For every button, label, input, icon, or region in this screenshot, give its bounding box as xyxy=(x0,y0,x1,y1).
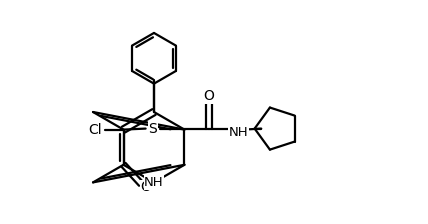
Text: Cl: Cl xyxy=(88,123,102,137)
Text: O: O xyxy=(141,180,152,194)
Text: NH: NH xyxy=(228,126,248,139)
Text: S: S xyxy=(148,122,157,136)
Text: O: O xyxy=(204,89,214,103)
Text: NH: NH xyxy=(144,176,164,189)
